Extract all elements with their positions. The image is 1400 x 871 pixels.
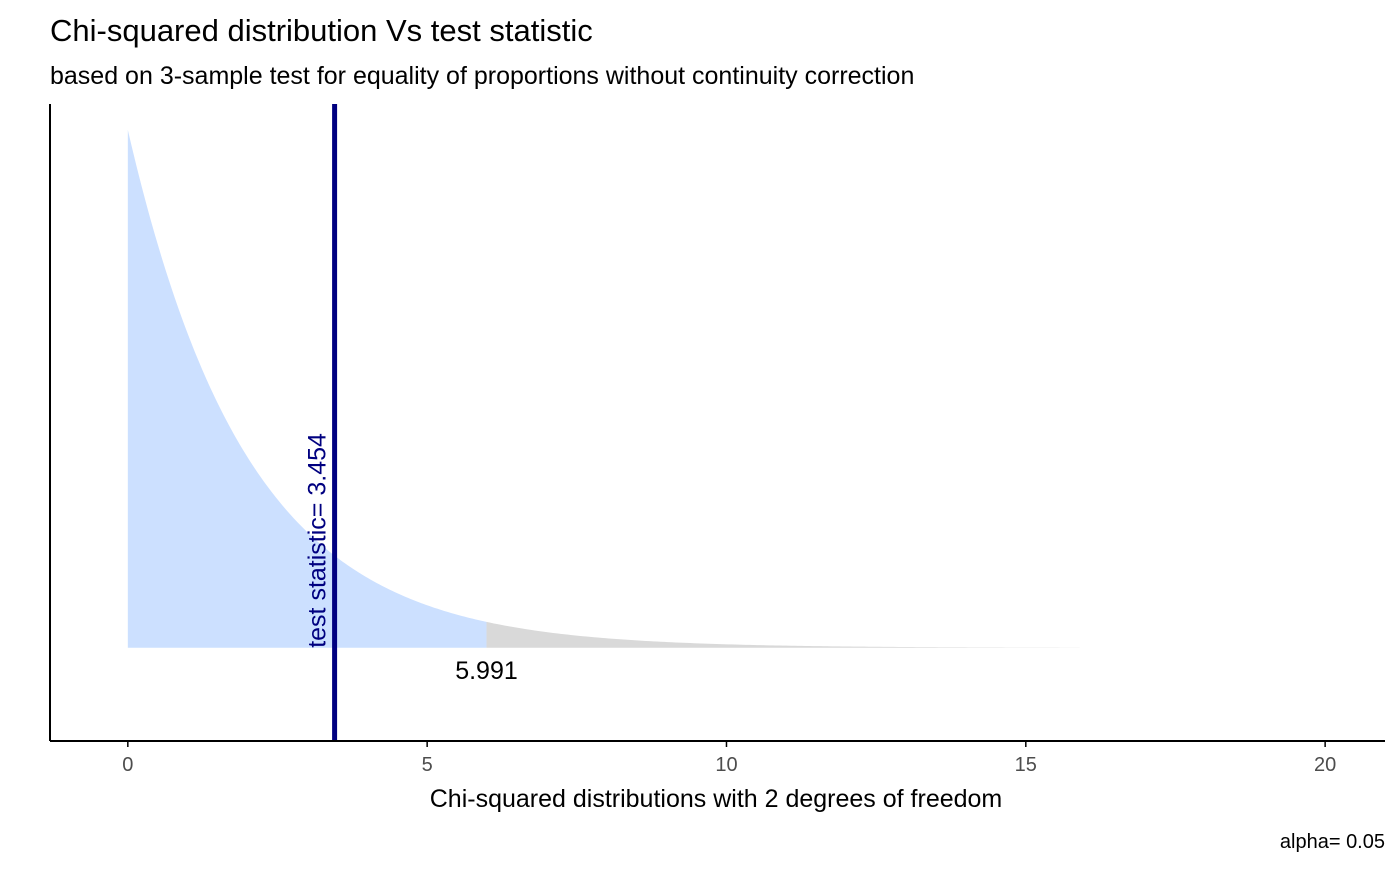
x-tick-label: 20 [1314, 754, 1336, 776]
alpha-caption: alpha= 0.05 [1280, 831, 1385, 853]
chart-title: Chi-squared distribution Vs test statist… [50, 13, 593, 48]
x-tick-label: 10 [715, 754, 737, 776]
critical-value-label: 5.991 [455, 657, 518, 685]
x-axis-ticks: 0 5 10 15 20 [122, 741, 1336, 776]
x-axis-label: Chi-squared distributions with 2 degrees… [430, 785, 1003, 813]
x-tick-label: 5 [422, 754, 433, 776]
acceptance-region [127, 129, 487, 648]
plot-area: 5.991 test statistic= 3.454 [127, 104, 1080, 741]
test-statistic-label: test statistic= 3.454 [304, 433, 332, 648]
x-tick-label: 0 [122, 754, 133, 776]
rejection-region [486, 621, 1080, 648]
x-tick-label: 15 [1015, 754, 1037, 776]
chart-subtitle: based on 3-sample test for equality of p… [50, 62, 914, 90]
